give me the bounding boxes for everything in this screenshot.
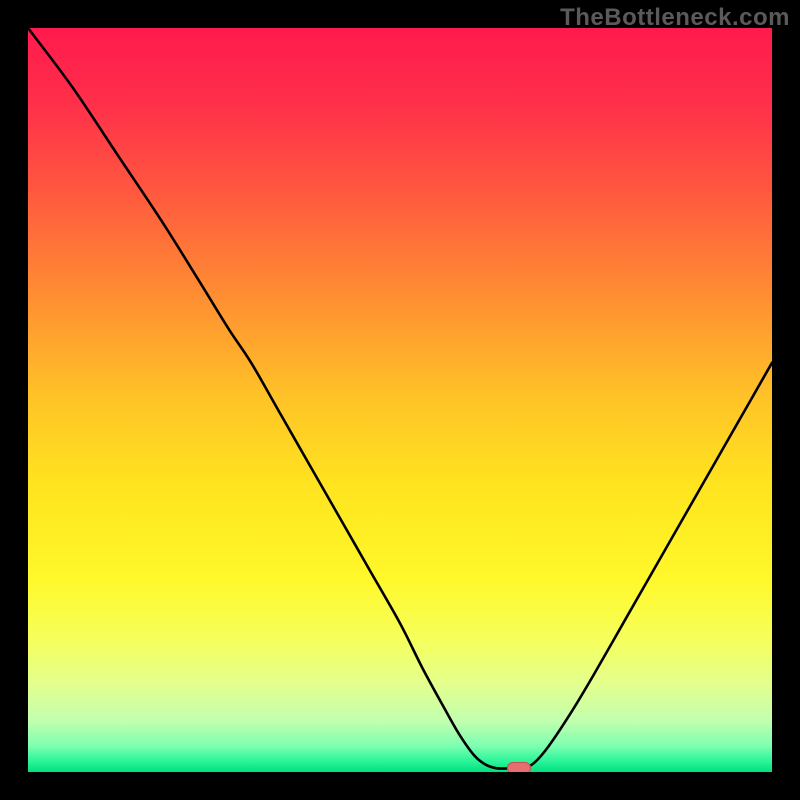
curve-path: [28, 28, 772, 769]
watermark-text: TheBottleneck.com: [560, 4, 790, 32]
optimal-marker: [507, 762, 531, 772]
plot-area: [28, 28, 772, 772]
bottleneck-curve: [28, 28, 772, 772]
chart-frame: TheBottleneck.com: [0, 0, 800, 800]
